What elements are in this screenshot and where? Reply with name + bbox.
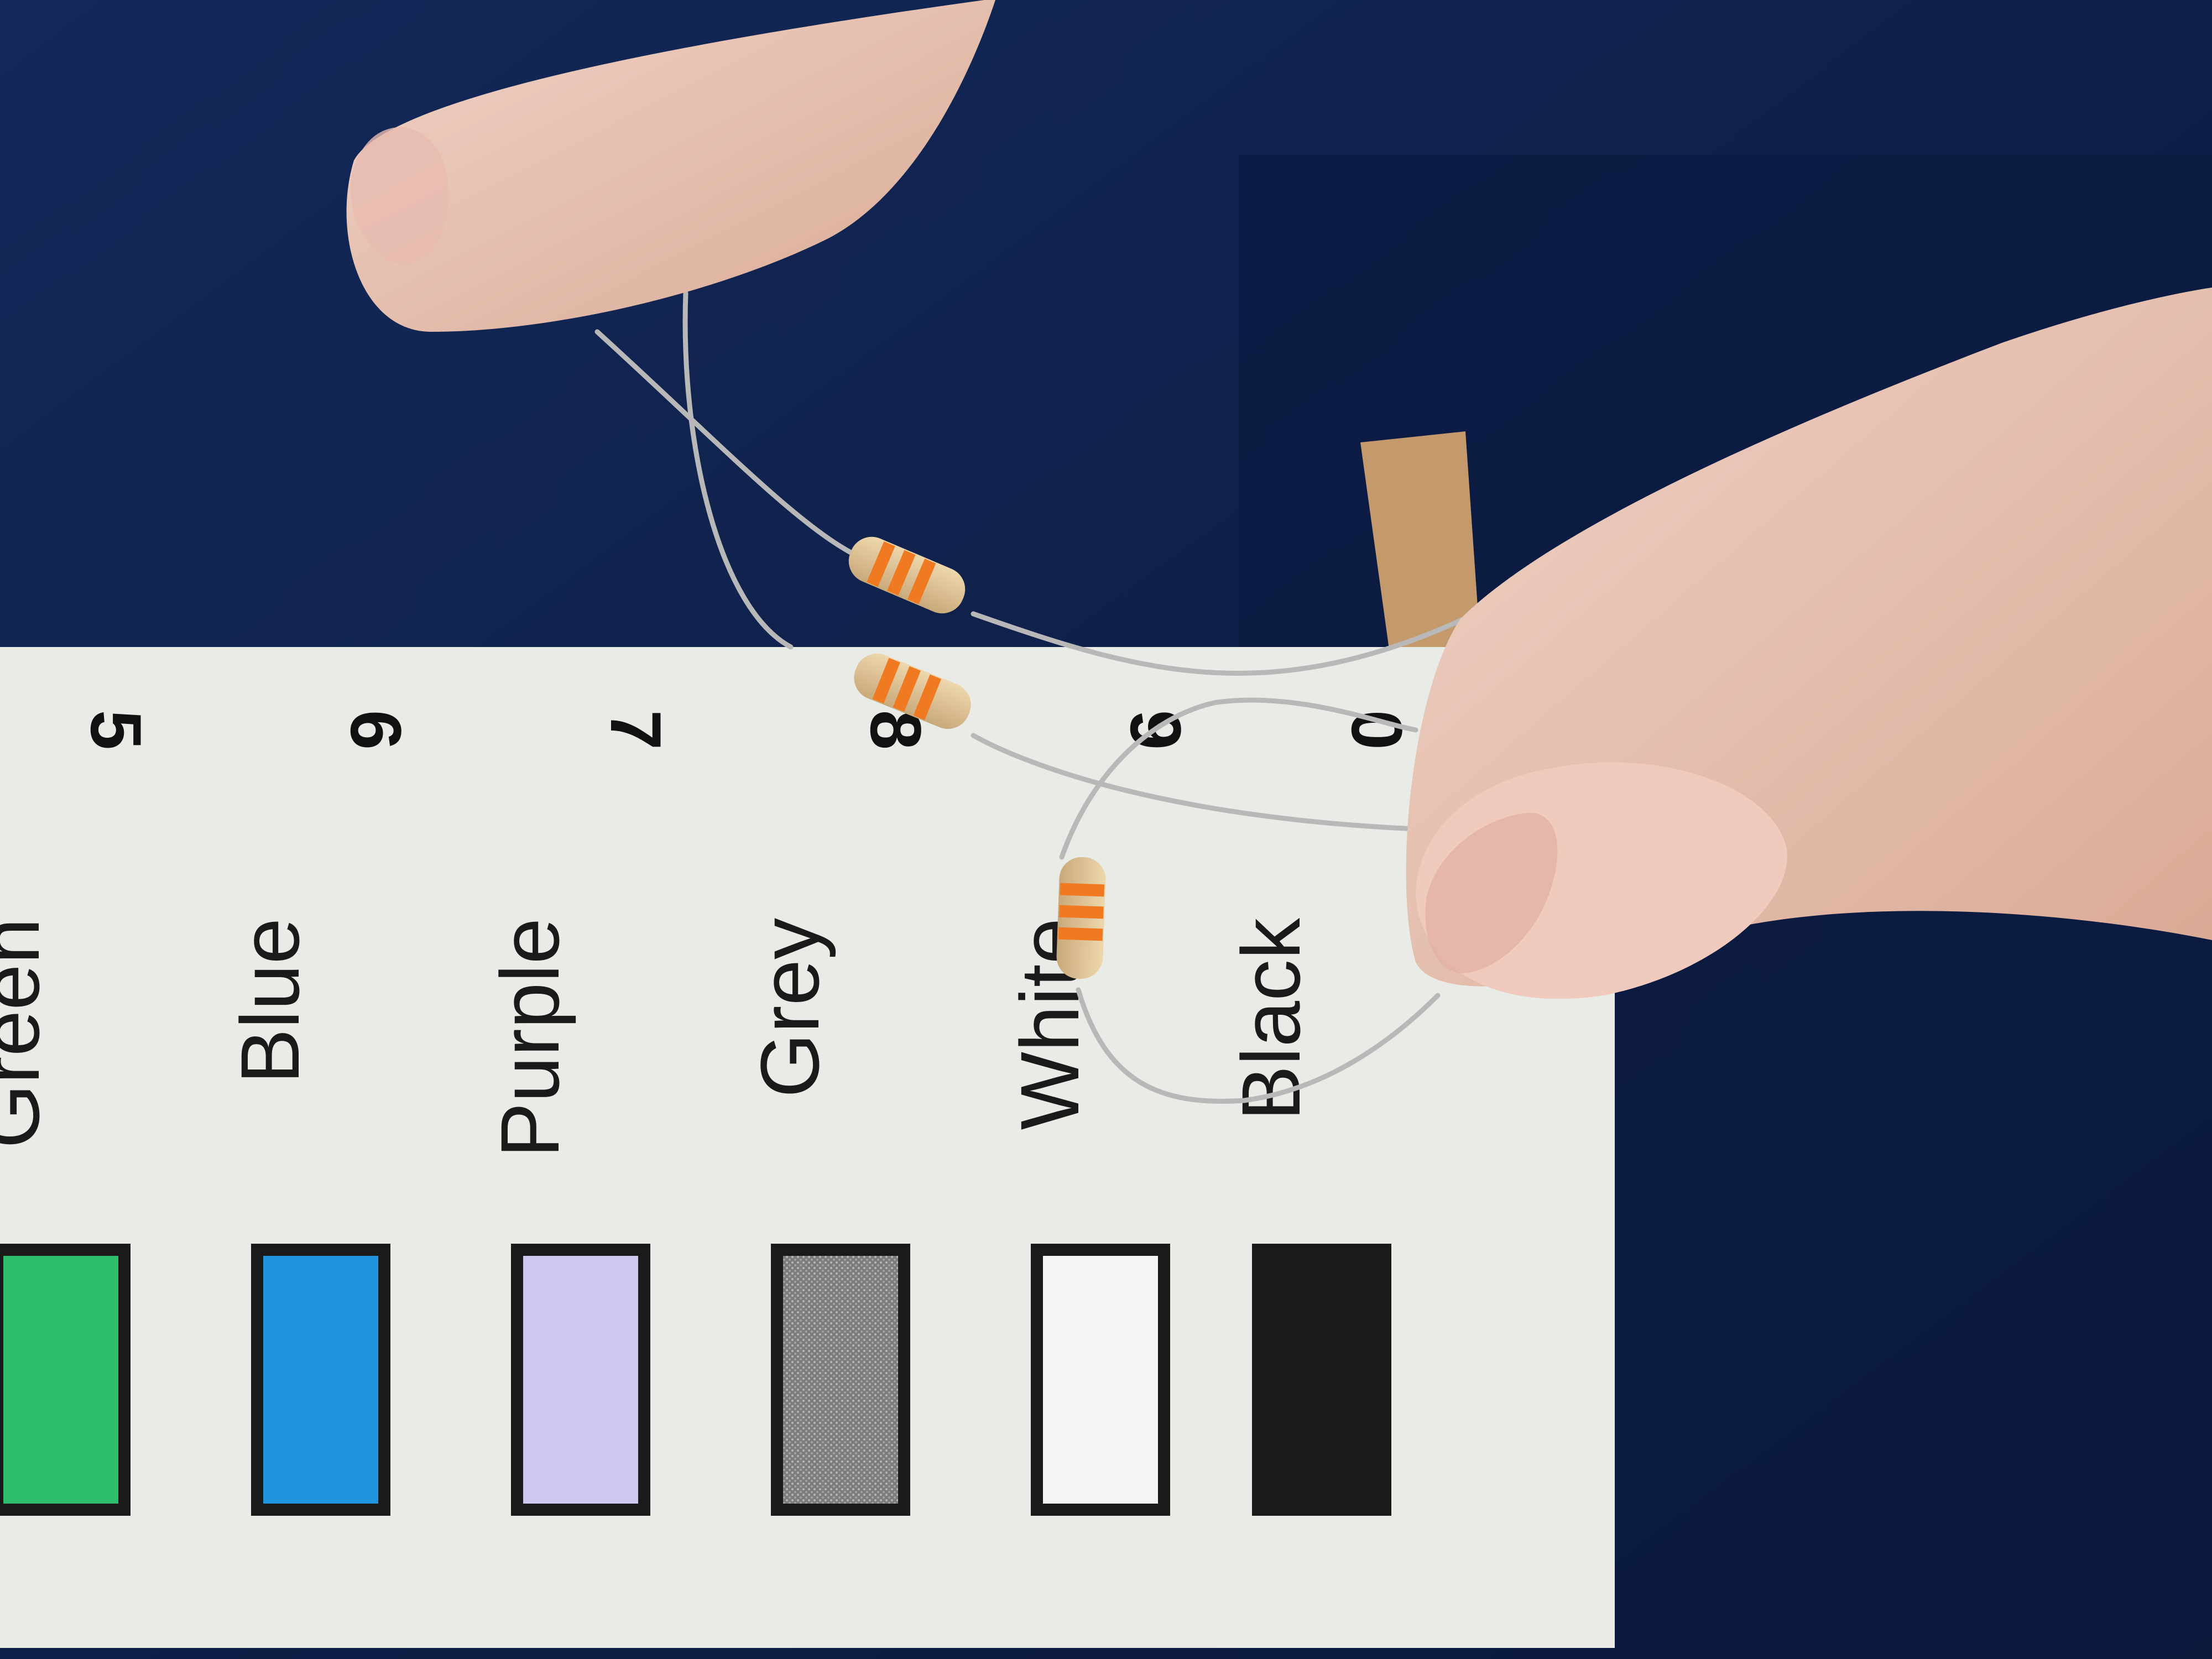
swatch-purple bbox=[511, 1244, 650, 1516]
digit-green: 5 bbox=[76, 710, 156, 750]
resistor-2 bbox=[854, 653, 971, 729]
digit-black: 0 bbox=[1337, 710, 1417, 750]
resistor-3-band-1 bbox=[1060, 883, 1105, 897]
digit-blue: 6 bbox=[336, 710, 416, 750]
resistor-1-band-1 bbox=[867, 541, 895, 587]
swatch-grey bbox=[771, 1244, 910, 1516]
resistor-3-band-2 bbox=[1059, 905, 1104, 919]
digit-purple: 7 bbox=[596, 710, 676, 750]
resistor-1-band-3 bbox=[907, 559, 936, 604]
resistor-3-band-3 bbox=[1058, 927, 1103, 941]
color-name-grey: Grey bbox=[743, 918, 836, 1098]
color-name-black: Black bbox=[1224, 917, 1317, 1121]
resistor-2-band-1 bbox=[872, 658, 900, 704]
resistor-leads bbox=[594, 290, 1551, 1104]
swatch-black bbox=[1252, 1244, 1391, 1516]
swatch-white bbox=[1031, 1244, 1170, 1516]
resistor-2-band-2 bbox=[893, 666, 921, 712]
resistor-2-band-3 bbox=[913, 674, 942, 721]
swatch-green bbox=[0, 1244, 131, 1516]
right-hand bbox=[1406, 288, 2212, 999]
color-name-blue: Blue bbox=[223, 918, 316, 1084]
resistor-1 bbox=[848, 536, 966, 614]
color-name-green: Green bbox=[0, 918, 56, 1149]
top-finger bbox=[346, 0, 995, 332]
resistor-1-band-2 bbox=[887, 550, 916, 596]
swatch-blue bbox=[251, 1244, 390, 1516]
color-name-purple: Purple bbox=[483, 918, 576, 1158]
resistor-3 bbox=[1056, 857, 1106, 979]
